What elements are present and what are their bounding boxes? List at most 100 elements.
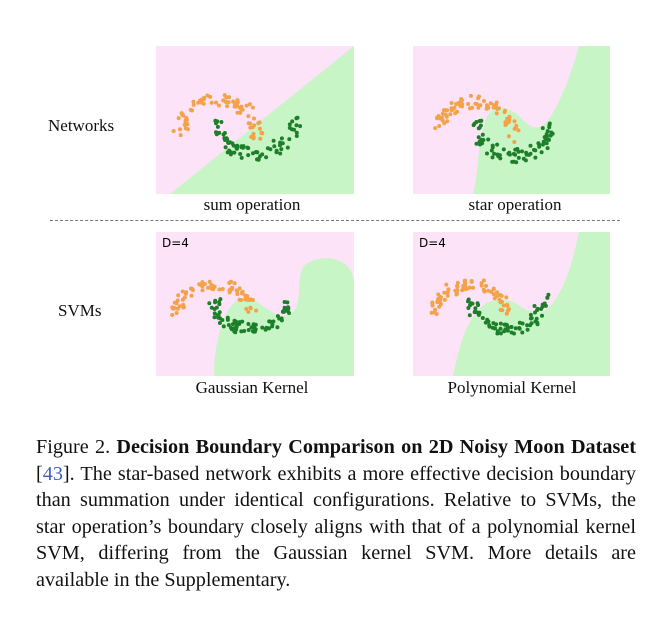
- point-class-a: [206, 285, 211, 290]
- point-class-a: [225, 104, 230, 109]
- point-class-b: [218, 297, 223, 302]
- point-class-a: [189, 293, 194, 298]
- point-class-a: [495, 290, 500, 295]
- point-class-b: [492, 326, 497, 331]
- point-class-b: [221, 132, 226, 137]
- point-class-b: [516, 149, 521, 154]
- point-class-b: [279, 147, 284, 152]
- citation-link[interactable]: 43: [42, 462, 63, 485]
- point-class-a: [455, 283, 460, 288]
- point-class-b: [285, 145, 290, 150]
- point-class-a: [501, 303, 506, 308]
- point-class-a: [440, 111, 445, 116]
- point-class-a: [246, 309, 251, 314]
- point-class-b: [528, 312, 533, 317]
- point-class-b: [232, 150, 237, 155]
- point-class-b: [225, 137, 230, 142]
- point-class-a: [170, 313, 175, 317]
- point-class-b: [547, 125, 552, 130]
- point-class-b: [235, 143, 240, 148]
- point-class-b: [528, 323, 533, 328]
- point-class-a: [232, 104, 237, 109]
- caption-polynomial-kernel: Polynomial Kernel: [447, 378, 577, 397]
- point-class-b: [215, 124, 220, 129]
- point-class-a: [494, 111, 499, 116]
- point-class-b: [545, 129, 550, 134]
- point-class-a: [230, 287, 234, 291]
- point-class-a: [239, 298, 244, 302]
- point-class-a: [437, 124, 442, 128]
- point-class-a: [466, 102, 471, 106]
- point-class-b: [485, 151, 489, 156]
- point-class-a: [503, 123, 508, 127]
- point-class-b: [256, 157, 261, 162]
- point-class-a: [244, 103, 249, 108]
- point-class-b: [513, 147, 518, 152]
- point-class-a: [183, 291, 188, 296]
- point-class-b: [517, 326, 522, 330]
- point-class-a: [484, 283, 488, 288]
- point-class-b: [514, 160, 519, 165]
- point-class-a: [452, 105, 457, 110]
- point-class-b: [540, 313, 544, 318]
- point-class-b: [272, 144, 277, 149]
- caption-sum-operation: sum operation: [203, 195, 301, 214]
- point-class-a: [183, 126, 188, 131]
- dashed-divider: [50, 220, 620, 221]
- point-class-b: [480, 132, 485, 137]
- point-class-b: [260, 152, 265, 157]
- point-class-b: [246, 322, 251, 326]
- point-class-b: [241, 144, 246, 149]
- point-class-a: [250, 105, 255, 110]
- point-class-b: [229, 325, 233, 330]
- point-class-a: [491, 105, 496, 110]
- point-class-a: [232, 281, 237, 286]
- point-class-b: [533, 155, 538, 160]
- point-class-a: [430, 301, 435, 306]
- point-class-b: [547, 121, 552, 126]
- point-class-b: [271, 319, 276, 324]
- point-class-a: [249, 135, 254, 139]
- point-class-a: [247, 298, 252, 302]
- point-class-a: [190, 108, 194, 113]
- point-class-a: [178, 127, 182, 132]
- point-class-a: [258, 136, 263, 141]
- point-class-b: [217, 321, 222, 325]
- point-class-b: [520, 321, 525, 326]
- point-class-b: [212, 315, 217, 320]
- point-class-b: [466, 306, 471, 310]
- point-class-b: [281, 309, 286, 314]
- point-class-b: [525, 323, 530, 328]
- caption-prefix: Figure 2.: [36, 436, 117, 458]
- point-class-b: [532, 304, 537, 308]
- point-class-a: [174, 311, 179, 315]
- point-class-a: [505, 308, 510, 313]
- point-class-a: [500, 308, 505, 313]
- point-class-a: [474, 102, 479, 106]
- point-class-a: [497, 297, 502, 302]
- panel-sum-operation: [156, 46, 354, 194]
- point-class-b: [474, 141, 479, 146]
- point-class-b: [212, 311, 217, 316]
- point-class-b: [478, 123, 483, 128]
- point-class-b: [216, 313, 220, 318]
- point-class-b: [207, 301, 212, 306]
- point-class-b: [219, 120, 224, 124]
- point-class-a: [259, 131, 264, 136]
- point-class-a: [178, 133, 183, 138]
- point-class-b: [218, 316, 223, 321]
- point-class-a: [460, 104, 464, 109]
- point-class-b: [477, 139, 482, 144]
- point-class-a: [465, 286, 470, 291]
- point-class-a: [504, 303, 509, 308]
- point-class-a: [199, 283, 204, 288]
- point-class-a: [240, 107, 245, 112]
- point-class-b: [511, 151, 516, 156]
- point-class-a: [191, 99, 196, 104]
- point-class-b: [492, 151, 497, 156]
- point-class-b: [532, 147, 536, 152]
- point-class-b: [292, 127, 296, 132]
- panel-polynomial-kernel: D=4: [413, 232, 610, 376]
- point-class-b: [498, 321, 503, 326]
- point-class-a: [180, 289, 185, 294]
